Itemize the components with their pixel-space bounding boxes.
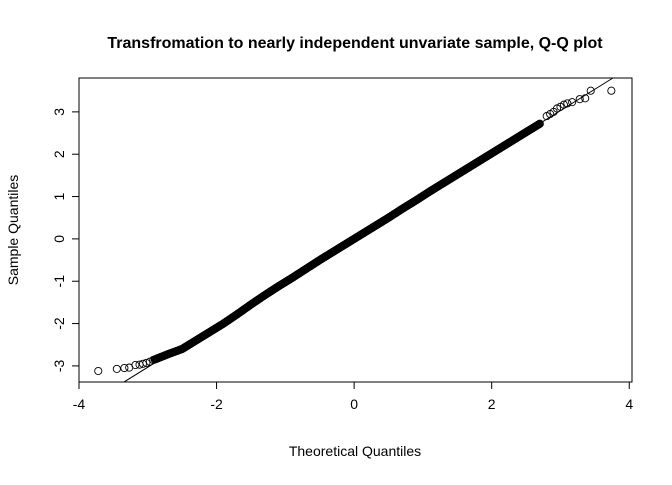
x-tick-label: 2 xyxy=(488,396,496,412)
x-tick-label: -4 xyxy=(73,396,86,412)
data-point xyxy=(112,364,121,373)
data-point xyxy=(94,366,103,376)
x-tick-label: 4 xyxy=(625,396,633,412)
data-point xyxy=(575,95,584,104)
y-tick-label: 1 xyxy=(51,192,67,200)
y-tick-label: -2 xyxy=(51,317,67,330)
y-tick-label: -3 xyxy=(51,359,67,372)
plot-frame xyxy=(78,77,633,383)
y-tick-label: 2 xyxy=(51,150,67,158)
y-tick-label: 0 xyxy=(51,235,67,243)
data-point xyxy=(563,99,572,108)
data-point xyxy=(142,358,151,367)
data-point xyxy=(586,86,595,95)
data-point xyxy=(607,86,616,95)
data-point xyxy=(120,363,129,373)
y-tick-label: -1 xyxy=(51,275,67,288)
x-axis-label: Theoretical Quantiles xyxy=(289,443,421,459)
data-point xyxy=(568,98,577,107)
reference-line xyxy=(123,77,614,383)
data-point xyxy=(131,361,140,370)
x-tick-label: 0 xyxy=(350,396,358,412)
data-point xyxy=(581,94,590,103)
y-axis-label: Sample Quantiles xyxy=(5,175,21,286)
y-tick-label: 3 xyxy=(51,108,67,116)
data-point xyxy=(535,119,544,128)
chart-title: Transfromation to nearly independent unv… xyxy=(107,35,603,52)
x-tick-label: -2 xyxy=(210,396,223,412)
